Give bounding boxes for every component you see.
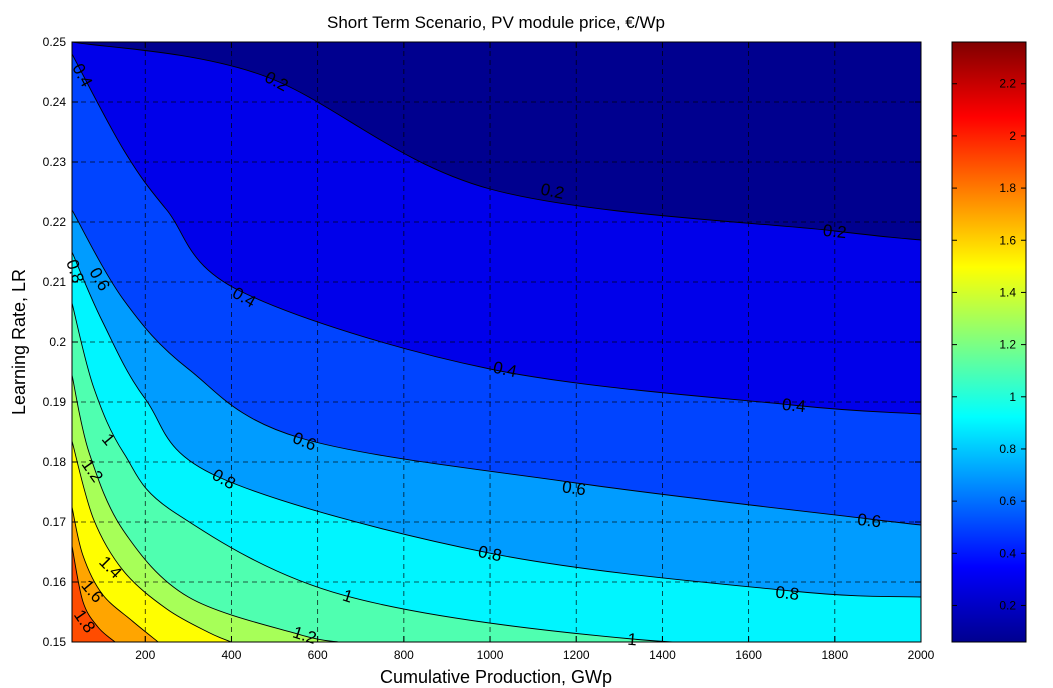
colorbar-tick-label: 1.4: [999, 285, 1016, 299]
y-tick-label: 0.2: [49, 335, 66, 349]
contour-label: 0.4: [491, 358, 518, 381]
contour-line-1: [72, 302, 681, 642]
colorbar-tick-label: 2.2: [999, 77, 1016, 91]
colorbar-tick-label: 1.8: [999, 181, 1016, 195]
x-tick-label: 1600: [735, 648, 762, 662]
contour-band-1.2: [72, 375, 340, 642]
contour-line-1.6: [72, 506, 159, 642]
y-tick-label: 0.17: [43, 515, 67, 529]
contour-line-1.2: [72, 374, 340, 642]
x-tick-label: 400: [221, 648, 241, 662]
y-tick-label: 0.15: [43, 635, 67, 649]
colorbar-tick-label: 0.6: [999, 494, 1016, 508]
chart-title: Short Term Scenario, PV module price, €/…: [327, 13, 665, 32]
y-axis-ticks: 0.150.160.170.180.190.20.210.220.230.240…: [43, 35, 921, 649]
contour-line-0.4: [72, 53, 921, 415]
colorbar-gradient: [951, 41, 1027, 643]
contour-label: 0.4: [781, 395, 806, 416]
contour-band-1.6: [72, 507, 159, 642]
contour-band-1: [72, 303, 674, 642]
plot-area: 0.4 0.20.20.20.60.80.40.40.40.60.60.60.80…: [62, 41, 922, 650]
y-tick-label: 0.18: [43, 455, 67, 469]
contour-label: 0.2: [822, 221, 847, 242]
colorbar-tick-label: 2: [1009, 129, 1016, 143]
contour-band-1.4: [72, 441, 232, 642]
x-tick-label: 2000: [908, 648, 935, 662]
colorbar-tick-label: 1.2: [999, 338, 1016, 352]
contour-line-0.2: [72, 42, 921, 241]
y-tick-label: 0.21: [43, 275, 67, 289]
colorbar-tick-label: 0.2: [999, 598, 1016, 612]
y-tick-label: 0.19: [43, 395, 67, 409]
grid-lines: [72, 42, 921, 642]
contour-label: 0.8: [775, 583, 800, 604]
x-tick-label: 1800: [821, 648, 848, 662]
contour-line-1.8: [72, 545, 116, 642]
colorbar-tick-label: 0.8: [999, 442, 1016, 456]
contour-line-0.8: [72, 251, 921, 598]
x-axis-ticks: 200 400 600 800 1000 1200 1400 1600 1800 2000: [135, 42, 935, 662]
contour-band-1.8: [72, 546, 116, 642]
x-tick-label: 200: [135, 648, 155, 662]
colorbar-ticks: 0.2 0.4 0.6 0.8 1 1.2 1.4 1.6 1.8 2 2.2: [952, 77, 1026, 612]
y-tick-label: 0.25: [43, 35, 67, 49]
contour-label: 0.6: [856, 510, 881, 531]
y-axis-title: Learning Rate, LR: [9, 269, 29, 415]
contour-label: 1: [627, 630, 638, 650]
contour-label: 0.8: [476, 542, 503, 566]
y-tick-label: 0.23: [43, 155, 67, 169]
x-axis-title: Cumulative Production, GWp: [380, 667, 612, 687]
contour-label: 0.6: [561, 477, 587, 499]
x-tick-label: 1400: [649, 648, 676, 662]
x-tick-label: 1200: [563, 648, 590, 662]
y-tick-label: 0.16: [43, 575, 67, 589]
x-tick-label: 1000: [477, 648, 504, 662]
y-tick-label: 0.22: [43, 215, 67, 229]
x-tick-label: 600: [308, 648, 328, 662]
contour-band-0.8: [72, 252, 921, 642]
contour-label: 0.2: [539, 180, 566, 203]
contour-lines: [72, 42, 921, 642]
colorbar-tick-label: 0.4: [999, 546, 1016, 560]
contour-line-0.6: [72, 209, 921, 526]
colorbar: 0.2 0.4 0.6 0.8 1 1.2 1.4 1.6 1.8 2 2.2: [951, 41, 1027, 643]
colorbar-tick-label: 1: [1009, 390, 1016, 404]
y-tick-label: 0.24: [43, 95, 67, 109]
colorbar-tick-label: 1.6: [999, 233, 1016, 247]
contour-line-1.4: [72, 440, 232, 642]
x-tick-label: 800: [394, 648, 414, 662]
